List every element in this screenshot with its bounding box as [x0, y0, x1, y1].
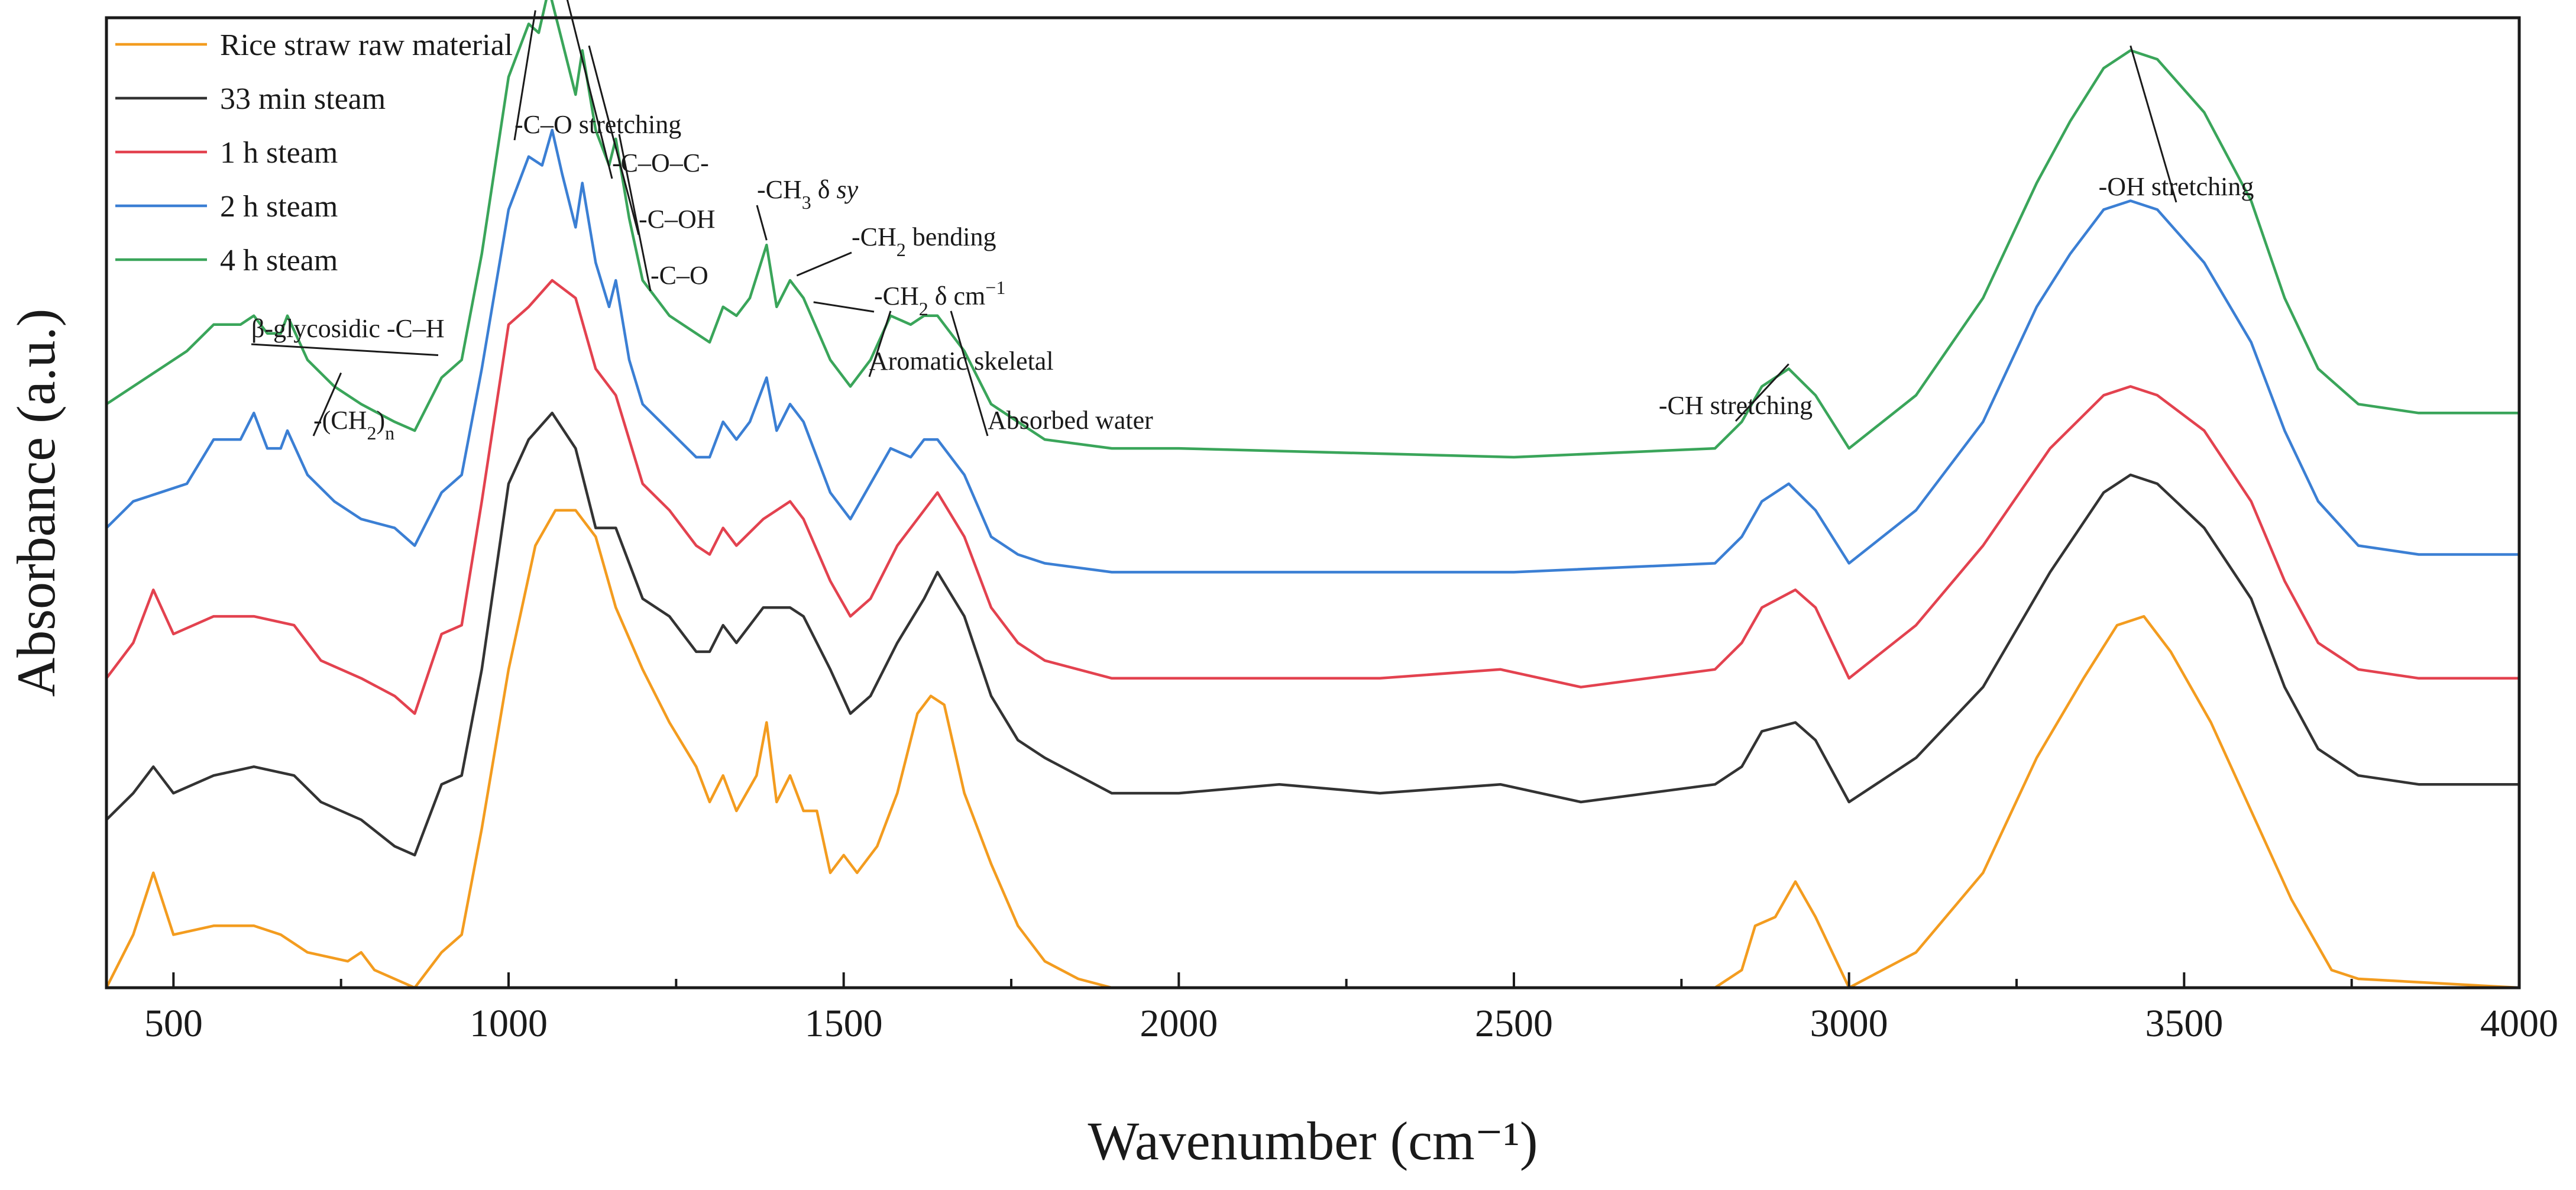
annotation-label: -C–OH — [639, 205, 716, 234]
annotation-leader-line — [566, 0, 613, 179]
x-axis-title: Wavenumber (cm⁻¹) — [1088, 1111, 1538, 1171]
annotation-leader-line — [950, 311, 989, 436]
annotation-label: -CH2 δ cm−1 — [874, 277, 1005, 319]
annotation-label: β-glycosidic -C–H — [251, 314, 445, 343]
annotation-leader-line — [513, 10, 536, 141]
x-ticks: 500 1000 1500 2000 2500 3000 3500 4000 — [144, 972, 2558, 1045]
series-line-2-h-steam — [105, 128, 2519, 574]
annotation-ch2-cm-1: -CH2 δ cm−1 — [813, 277, 1005, 319]
annotation-oh-stretching: -OH stretching — [2099, 45, 2254, 203]
annotation-label: Absorbed water — [988, 406, 1153, 435]
annotation-label: -C–O — [651, 261, 708, 290]
annotation-leader-line — [868, 311, 892, 377]
legend: Rice straw raw material 33 min steam 1 h s… — [115, 28, 513, 277]
annotation-leader-line — [588, 45, 640, 235]
annotation-leader-line — [251, 343, 439, 357]
legend-label-4-h-steam: 4 h steam — [220, 244, 338, 277]
x-tick-label-4000: 4000 — [2480, 1002, 2558, 1045]
annotation-leader-line — [312, 372, 342, 436]
annotation-leader-line — [1734, 363, 1789, 422]
annotation-c-oh: -C–OH — [588, 45, 716, 235]
legend-label-rice-straw-raw-material: Rice straw raw material — [220, 28, 513, 62]
y-axis-title: Absorbance (a.u.) — [6, 309, 66, 697]
x-tick-label-3500: 3500 — [2145, 1002, 2223, 1045]
annotation-label: -CH3 δ sy — [757, 175, 859, 213]
annotation-label: Aromatic skeletal — [869, 347, 1054, 376]
annotation-leader-line — [618, 134, 652, 292]
annotation-label: -C–O–C- — [612, 148, 709, 177]
x-tick-label-1000: 1000 — [470, 1002, 548, 1045]
annotation-leader-line — [756, 205, 768, 241]
x-tick-label-1500: 1500 — [805, 1002, 883, 1045]
x-tick-label-2000: 2000 — [1140, 1002, 1218, 1045]
legend-label-2-h-steam: 2 h steam — [220, 190, 338, 224]
annotation-label: -(CH2)n — [313, 406, 394, 444]
annotation-leader-line — [2130, 45, 2177, 203]
series-line-rice-straw-raw-material — [105, 509, 2520, 989]
annotation-label: -CH stretching — [1659, 391, 1813, 420]
x-tick-label-3000: 3000 — [1810, 1002, 1888, 1045]
annotation-aromatic-skeletal: Aromatic skeletal — [868, 311, 1054, 377]
annotation-leader-line — [813, 301, 875, 313]
annotation-glycosidic-c-h: β-glycosidic -C–H — [251, 314, 445, 357]
x-tick-label-500: 500 — [144, 1002, 203, 1045]
annotation-leader-line — [796, 251, 852, 277]
legend-label-1-h-steam: 1 h steam — [220, 136, 338, 170]
annotation-c-o: -C–O — [618, 134, 708, 292]
legend-label-33-min-steam: 33 min steam — [220, 82, 386, 116]
annotation-ch2-bending: -CH2 bending — [796, 222, 996, 277]
annotation-c-o-c: -C–O–C- — [566, 0, 709, 179]
annotation-label: -OH stretching — [2099, 172, 2254, 201]
plot-frame — [105, 16, 2521, 989]
annotation-ch3-sy: -CH3 δ sy — [756, 175, 859, 241]
annotations-layer: -(CH2)nβ-glycosidic -C–H-C–O stretching-… — [251, 0, 2254, 444]
series-line-1-h-steam — [105, 279, 2519, 715]
series-line-33-min-steam — [105, 412, 2519, 857]
annotation-ch-stretching: -CH stretching — [1659, 363, 1813, 422]
series-layer — [105, 0, 2520, 989]
annotation-ch2-n: -(CH2)n — [312, 372, 394, 444]
series-line-4-h-steam — [105, 0, 2519, 459]
x-tick-label-2500: 2500 — [1475, 1002, 1553, 1045]
annotation-absorbed-water: Absorbed water — [950, 311, 1153, 436]
annotation-label: -CH2 bending — [852, 222, 996, 260]
